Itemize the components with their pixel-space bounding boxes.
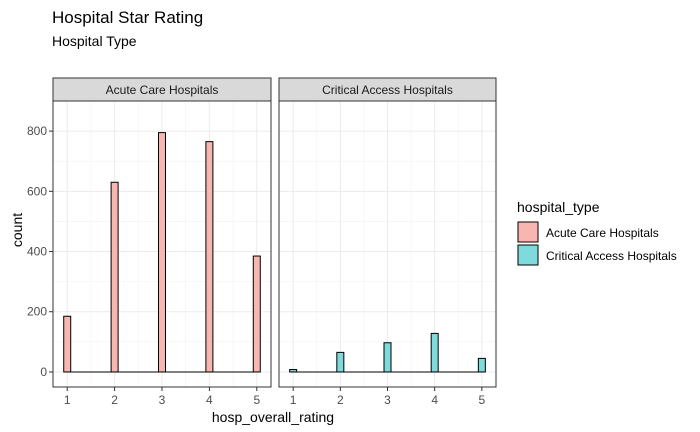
x-tick-label: 2 [337, 393, 344, 407]
x-tick-label: 4 [206, 393, 213, 407]
legend-title: hospital_type [517, 199, 600, 215]
legend-swatch [517, 221, 539, 243]
bar [63, 315, 72, 373]
panel-1: Acute Care Hospitals 1 2 3 4 5 [52, 77, 272, 407]
bar [110, 181, 119, 373]
y-axis-title: count [9, 213, 25, 247]
x-tick-label: 1 [290, 393, 297, 407]
chart-subtitle: Hospital Type [52, 33, 137, 49]
legend-swatch [517, 244, 539, 266]
legend-label: Critical Access Hospitals [546, 249, 677, 263]
x-tick-label: 5 [253, 393, 260, 407]
bar [430, 332, 439, 373]
x-tick-label: 1 [64, 393, 71, 407]
x-tick-label: 5 [479, 393, 486, 407]
y-tick-label: 800 [27, 124, 47, 138]
panel-strip-label: Acute Care Hospitals [106, 83, 219, 97]
bar [289, 369, 298, 373]
bar [383, 342, 392, 373]
x-axis-title: hosp_overall_rating [212, 409, 334, 425]
bar [336, 351, 345, 373]
panel-2: Critical Access Hospitals 1 2 3 4 5 [278, 77, 497, 407]
x-tick-label: 3 [159, 393, 166, 407]
legend-label: Acute Care Hospitals [546, 226, 659, 240]
chart-title: Hospital Star Rating [52, 8, 203, 27]
y-tick-label: 200 [27, 305, 47, 319]
bar [205, 141, 214, 373]
y-tick-label: 400 [27, 245, 47, 259]
bar [158, 132, 166, 373]
x-tick-label: 4 [431, 393, 438, 407]
y-tick-label: 0 [40, 365, 47, 379]
y-axis: 0 200 400 600 800 [27, 124, 53, 379]
bar [477, 357, 486, 373]
legend: hospital_type Acute Care Hospitals Critic… [517, 199, 677, 266]
x-tick-label: 2 [111, 393, 118, 407]
x-tick-label: 3 [384, 393, 391, 407]
y-tick-label: 600 [27, 184, 47, 198]
bar [252, 255, 261, 373]
panel-strip-label: Critical Access Hospitals [322, 83, 453, 97]
